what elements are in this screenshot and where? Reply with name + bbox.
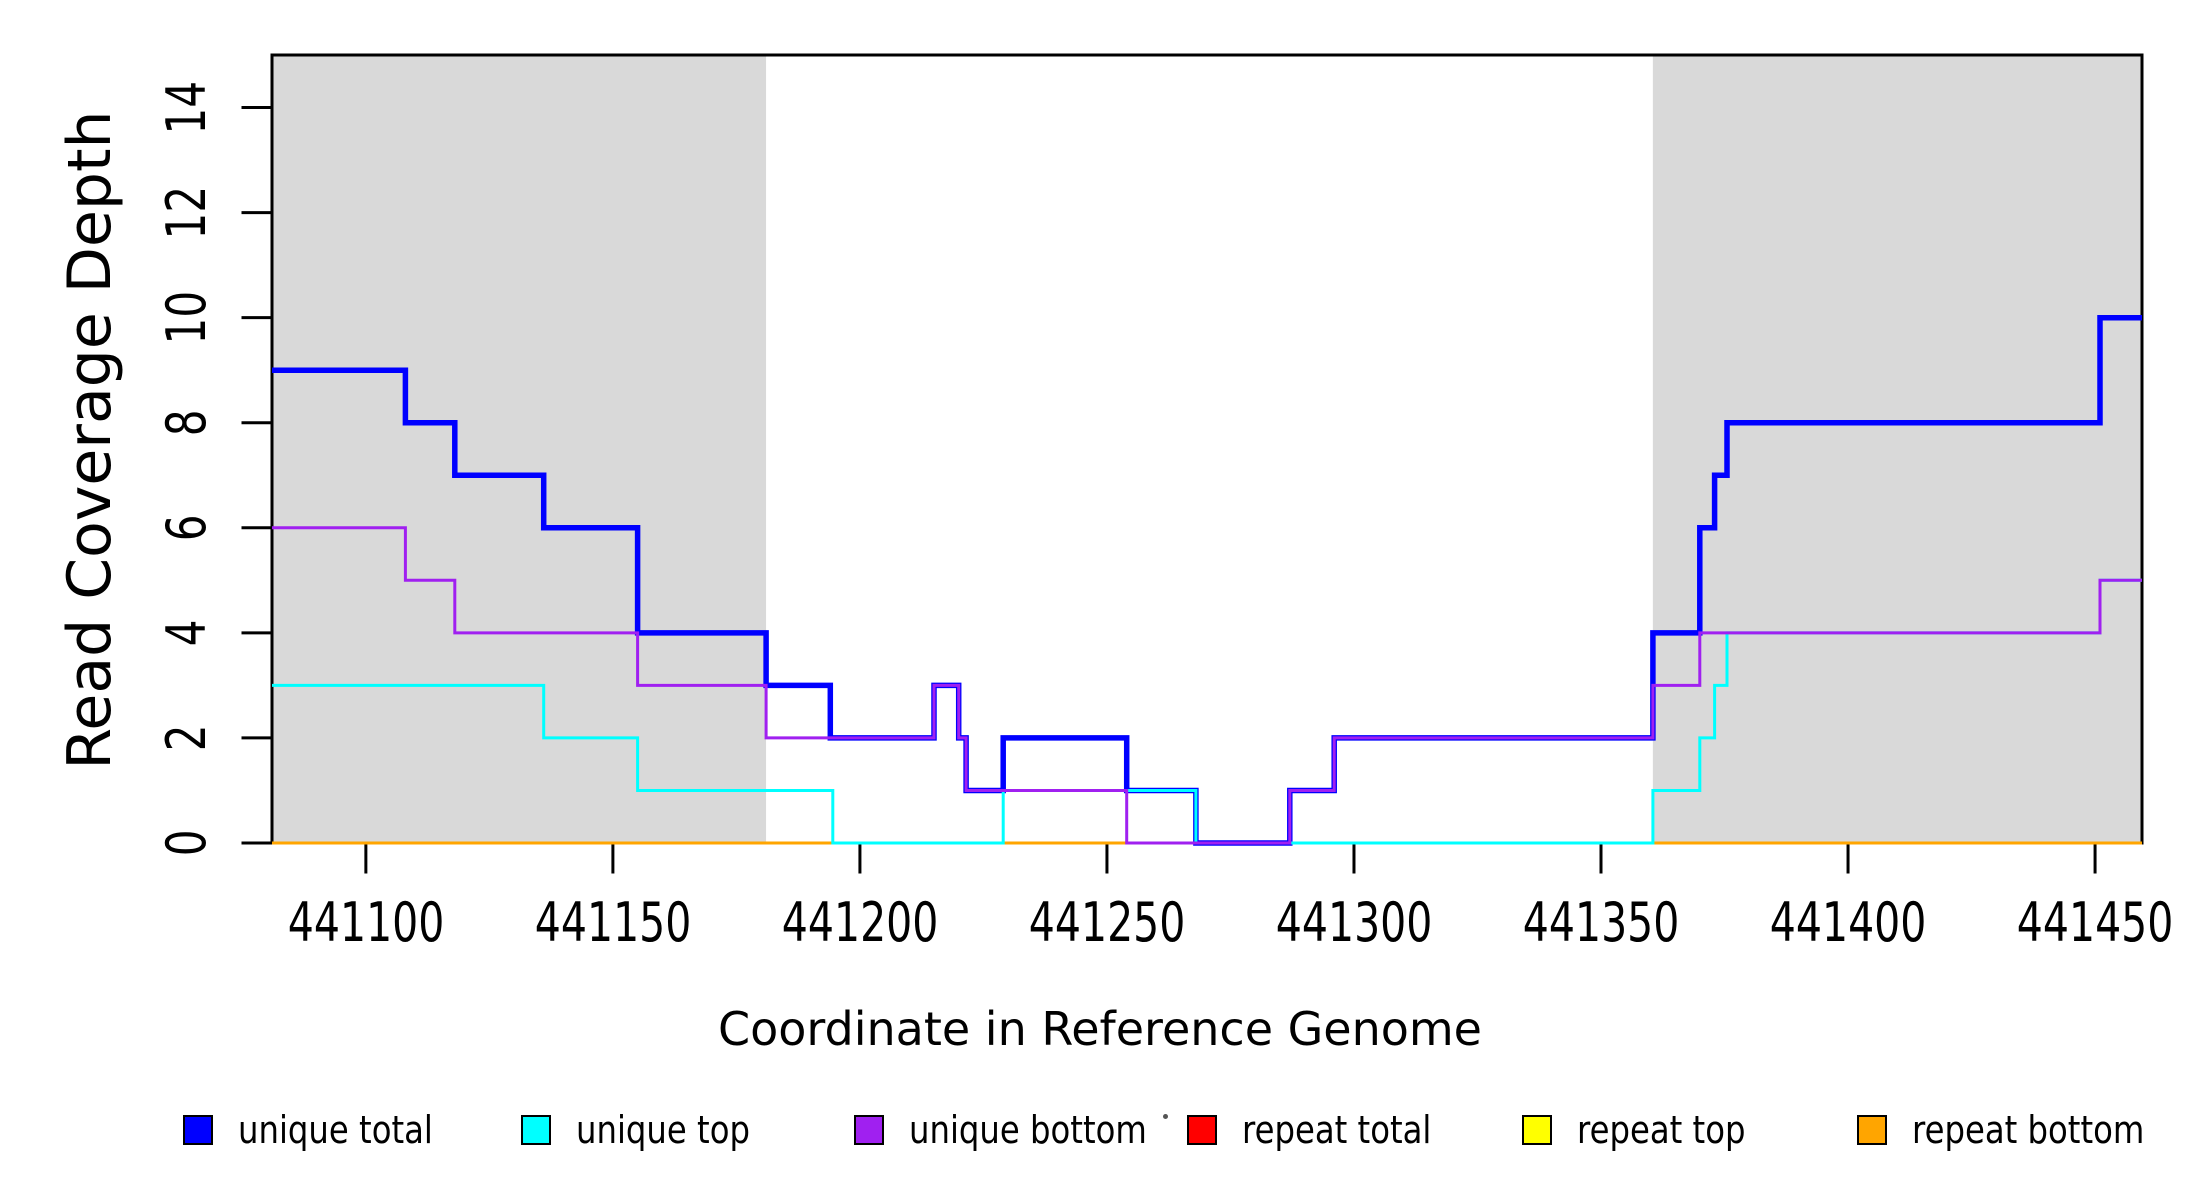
legend-swatch-unique-total: [183, 1115, 213, 1145]
y-tick-label: 14: [155, 80, 218, 135]
series-unique-top: [272, 578, 2142, 845]
x-axis-label: Coordinate in Reference Genome: [718, 1002, 1482, 1056]
legend-label-unique-top: unique top: [576, 1108, 750, 1152]
x-tick-label: 441150: [534, 891, 692, 954]
legend-swatch-unique-top: [521, 1115, 551, 1145]
legend-item-unique-total: unique total: [183, 1104, 467, 1156]
x-tick-label: 441450: [2016, 891, 2174, 954]
legend-item-unique-bottom: unique bottom: [854, 1104, 1189, 1156]
legend-item-unique-top: unique top: [521, 1104, 781, 1156]
stray-dot: [1163, 1114, 1168, 1119]
x-tick-label: 441100: [287, 891, 445, 954]
legend-item-repeat-bottom: repeat bottom: [1857, 1104, 2185, 1156]
legend-item-repeat-top: repeat top: [1522, 1104, 1775, 1156]
legend-item-repeat-total: repeat total: [1187, 1104, 1465, 1156]
x-tick-label: 441200: [781, 891, 939, 954]
legend-label-unique-total: unique total: [238, 1108, 433, 1152]
legend-label-repeat-top: repeat top: [1577, 1108, 1746, 1152]
legend-label-repeat-total: repeat total: [1242, 1108, 1432, 1152]
legend-swatch-repeat-total: [1187, 1115, 1217, 1145]
x-tick-label: 441350: [1522, 891, 1680, 954]
legend-swatch-repeat-top: [1522, 1115, 1552, 1145]
shade-region: [1652, 55, 2142, 843]
shade-region: [272, 55, 767, 843]
x-tick-label: 441400: [1769, 891, 1927, 954]
legend-swatch-unique-bottom: [854, 1115, 884, 1145]
x-tick-label: 441300: [1275, 891, 1433, 954]
series-unique-bottom: [272, 526, 2142, 845]
x-tick-label: 441250: [1028, 891, 1186, 954]
legend-swatch-repeat-bottom: [1857, 1115, 1887, 1145]
series-unique-total: [272, 314, 2142, 846]
y-axis-label: Read Coverage Depth: [55, 110, 125, 770]
legend-label-repeat-bottom: repeat bottom: [1912, 1108, 2145, 1152]
legend-label-unique-bottom: unique bottom: [909, 1108, 1147, 1152]
